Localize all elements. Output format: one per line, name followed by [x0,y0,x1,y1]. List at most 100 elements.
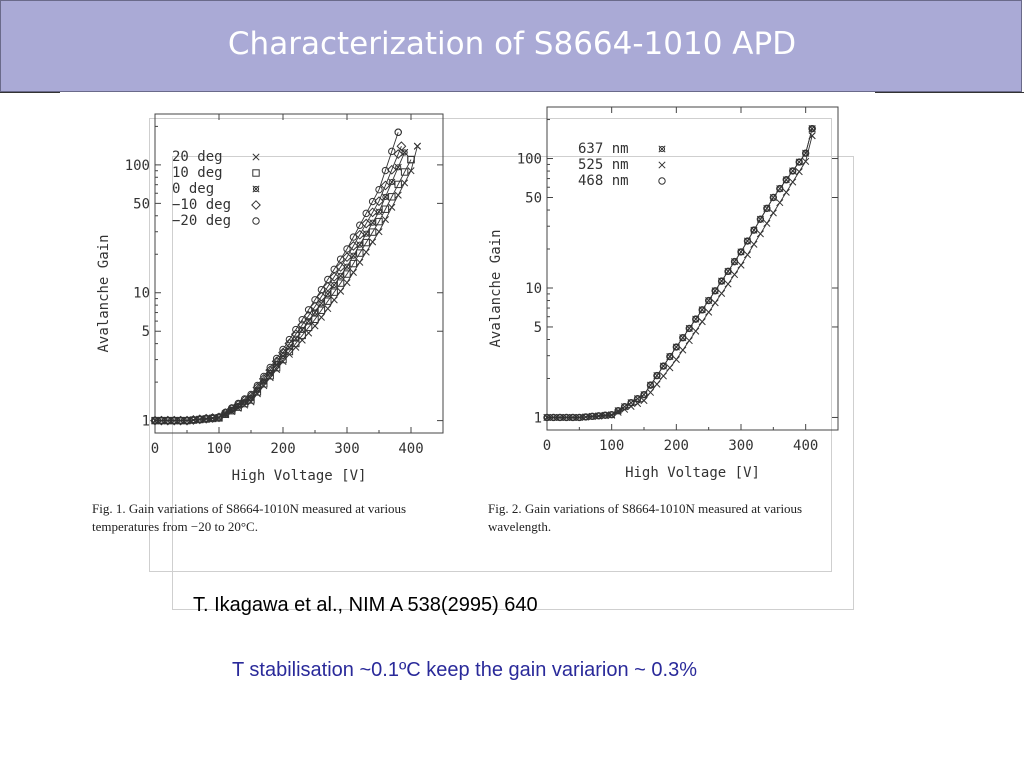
x-tick-label: 300 [728,438,753,454]
data-point [215,413,223,421]
data-point [640,391,648,398]
data-point [704,296,713,305]
data-point [808,124,816,133]
y-tick-label: 100 [517,152,542,168]
data-point [796,158,803,166]
data-point [731,258,738,265]
data-point [400,168,409,176]
x-tick-label: 400 [398,441,423,457]
legend-marker [658,177,666,185]
data-point [342,252,352,263]
figure-2-caption: Fig. 2. Gain variations of S8664-1010N m… [488,501,803,534]
data-point [368,228,377,236]
x-tick-label: 200 [270,441,295,457]
data-point [666,353,673,360]
data-point [737,248,745,255]
y-tick-label: 5 [142,324,150,340]
data-point [292,343,300,351]
y-tick-label: 100 [125,158,150,174]
data-point [349,268,357,276]
data-point [724,267,732,276]
data-point [272,354,281,363]
data-point [769,209,777,217]
x-axis-label: High Voltage [V] [625,465,760,481]
data-point [349,233,358,241]
data-point [711,287,719,295]
data-point [394,128,402,136]
data-point [311,296,319,304]
data-point [692,327,700,335]
legend-label: −10 deg [172,197,231,213]
data-point [685,337,693,345]
data-point [672,343,681,351]
data-point [730,257,739,266]
data-point [304,306,313,314]
data-point [311,309,319,316]
data-point [686,325,693,332]
y-axis-label: Avalanche Gain [96,234,112,352]
x-axis-label: High Voltage [V] [232,468,367,484]
data-point [299,326,306,333]
data-point [305,318,312,325]
data-point [266,363,274,372]
legend-marker [252,169,260,177]
data-point [718,289,726,297]
data-point [666,364,674,372]
data-point [343,245,351,253]
data-point [354,229,365,240]
plot-frame [546,106,839,431]
legend-marker [658,161,666,169]
y-tick-label: 10 [525,281,542,297]
data-point [607,411,616,419]
legend-label: 10 deg [172,165,223,181]
figure-frame-outer [149,118,832,572]
data-point [743,237,752,245]
data-point [316,291,327,302]
series-3 [543,124,816,422]
data-point [324,275,332,284]
data-point [362,238,370,247]
y-tick-label: 1 [142,414,150,430]
data-point [356,258,364,266]
data-point [705,297,712,304]
legend-marker [251,200,261,210]
figure-frame-offset [172,156,854,610]
data-point [335,262,346,272]
data-point [698,318,706,326]
data-point [407,167,415,175]
data-point [290,329,301,340]
data-point [285,335,294,344]
data-point [367,207,378,218]
legend-marker [252,153,260,161]
data-point [801,149,810,157]
data-point [279,345,287,354]
data-point [789,167,797,175]
data-point [381,166,390,175]
data-point [628,399,635,406]
data-point [653,380,661,388]
data-point [646,381,655,389]
data-point [757,216,764,223]
data-point [317,306,326,314]
data-point [394,180,402,189]
y-tick-label: 50 [525,190,542,206]
data-point [329,271,340,282]
data-point [343,270,351,278]
data-point [640,397,648,405]
data-point [336,279,345,287]
data-point [783,176,790,183]
data-point [621,405,629,413]
legend-label: 20 deg [172,149,223,165]
data-point [699,306,706,313]
data-point [394,191,402,199]
data-point [620,402,629,411]
data-point [317,285,326,294]
slide-title: Characterization of S8664-1010 APD [227,26,797,62]
data-point [362,209,370,218]
data-point [692,315,700,323]
data-point [356,221,364,229]
data-point [789,178,797,186]
data-point [369,238,377,246]
legend-marker [252,217,260,225]
